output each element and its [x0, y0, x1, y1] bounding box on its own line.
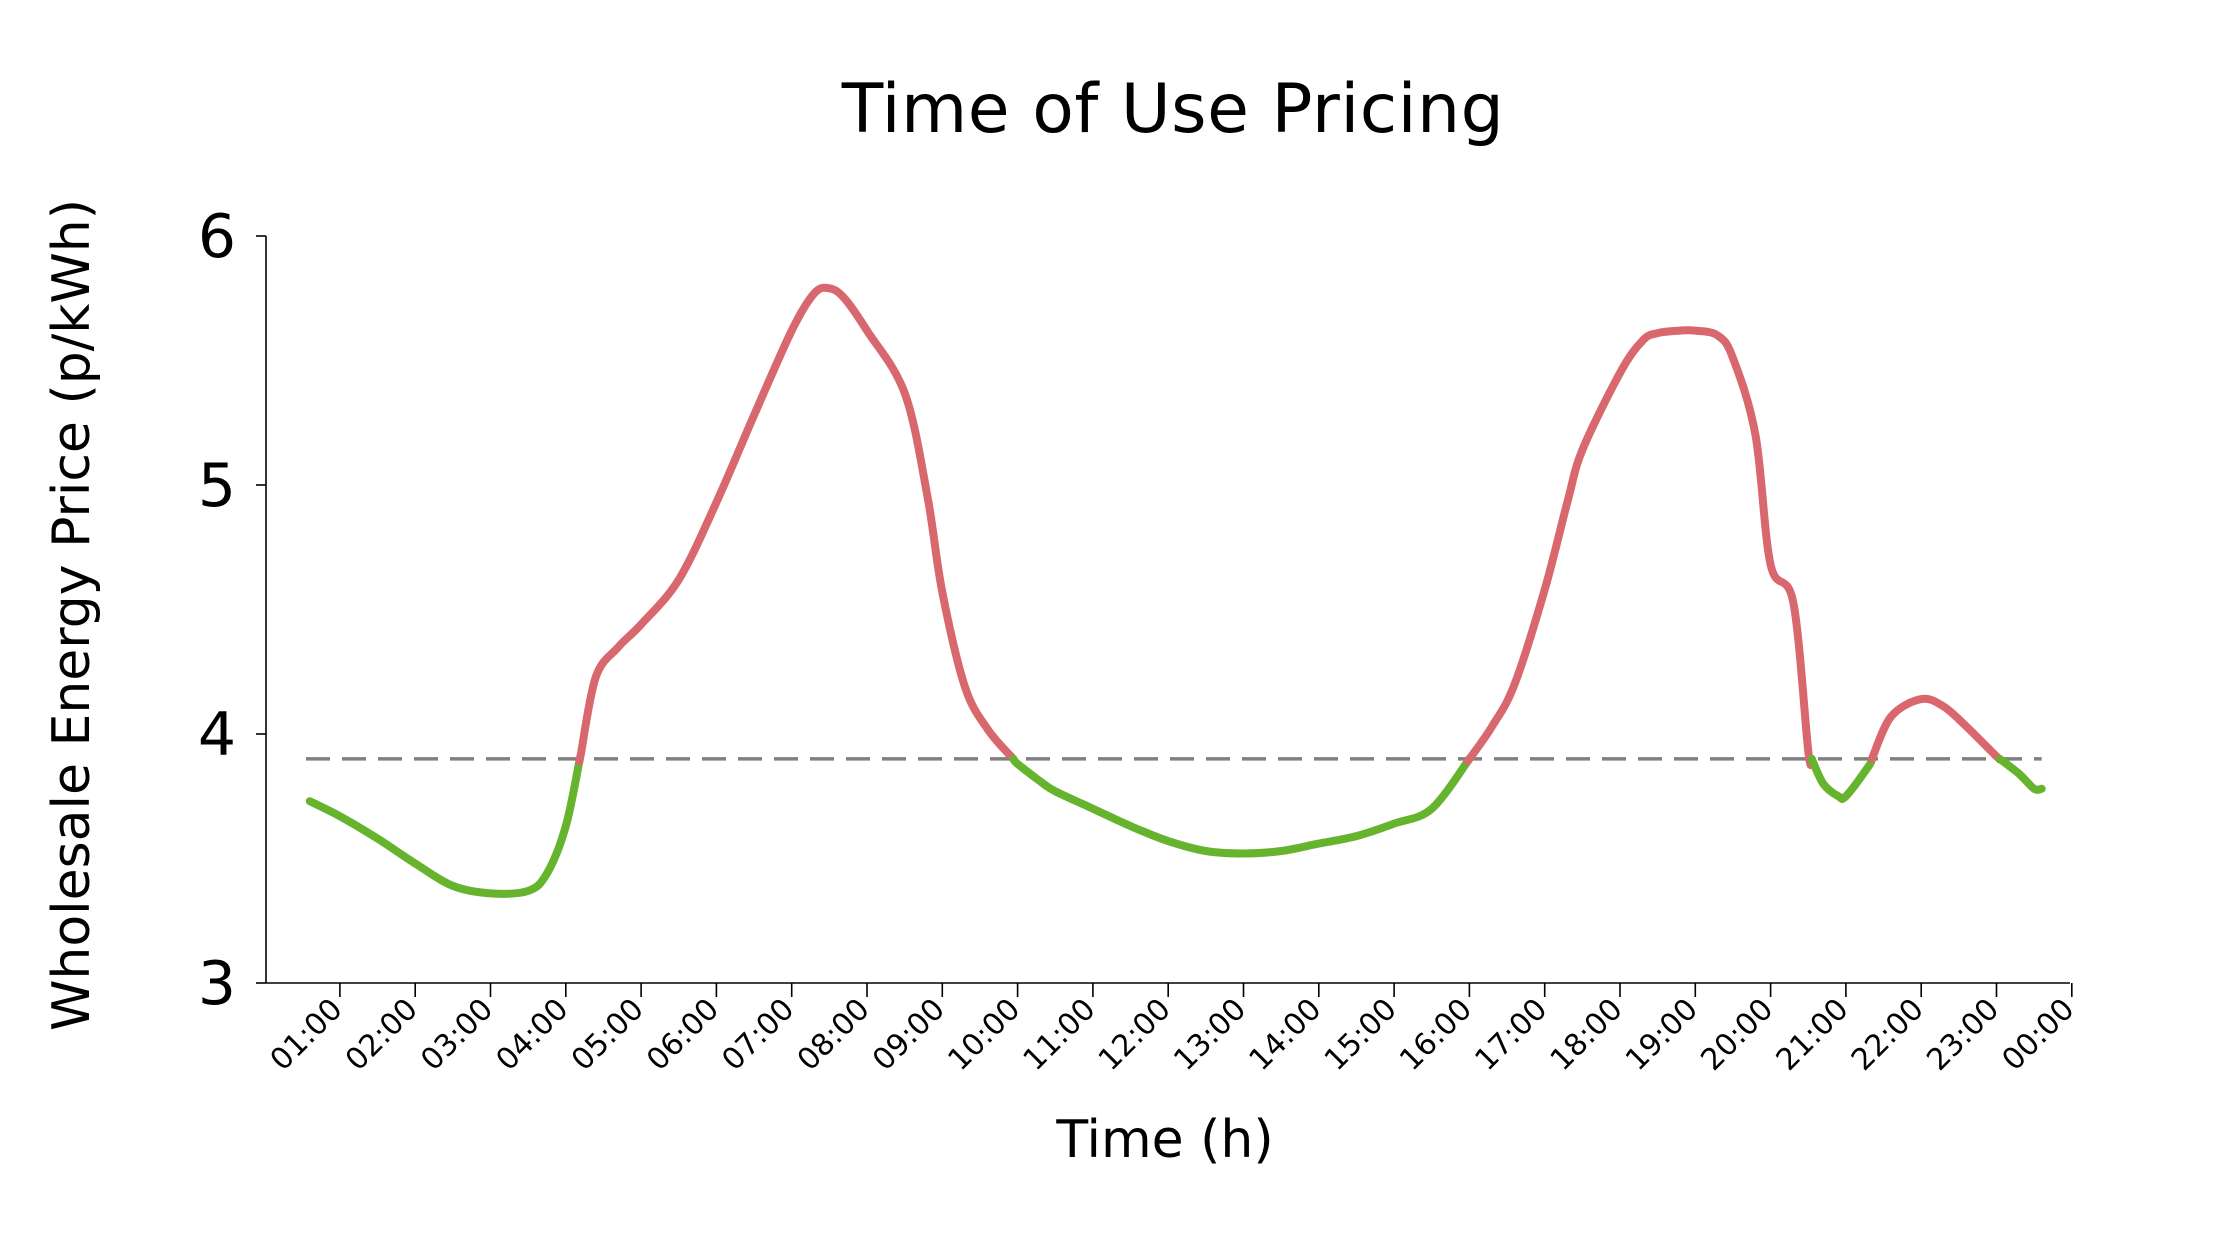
x-tick-label: 16:00: [1393, 992, 1479, 1078]
x-tick-label: 12:00: [1092, 992, 1178, 1078]
chart-title: Time of Use Pricing: [841, 70, 1505, 149]
x-tick-label: 11:00: [1017, 992, 1103, 1078]
x-tick-label: 14:00: [1243, 992, 1329, 1078]
x-tick-label: 23:00: [1920, 992, 2006, 1078]
y-tick-label: 5: [198, 451, 236, 521]
x-tick-label: 22:00: [1845, 992, 1931, 1078]
x-tick-label: 00:00: [1996, 992, 2082, 1078]
y-axis-label: Wholesale Energy Price (p/kWh): [42, 198, 102, 1032]
y-tick-label: 6: [198, 202, 236, 272]
x-tick-label: 05:00: [565, 992, 651, 1078]
x-axis-label: Time (h): [1056, 1110, 1274, 1170]
x-tick-label: 13:00: [1167, 992, 1253, 1078]
price-line-below-threshold: [1995, 754, 2046, 794]
x-tick-label: 08:00: [791, 992, 877, 1078]
x-tick-label: 21:00: [1770, 992, 1856, 1078]
price-line-below-threshold: [1807, 754, 1876, 803]
price-line-above-threshold: [1463, 326, 1816, 769]
x-tick-label: 17:00: [1468, 992, 1554, 1078]
y-tick-label: 3: [198, 949, 236, 1019]
x-tick-label: 09:00: [866, 992, 952, 1078]
price-line-above-threshold: [1867, 694, 2005, 764]
price-line-below-threshold: [1009, 754, 1474, 858]
x-tick-label: 15:00: [1318, 992, 1404, 1078]
x-tick-label: 19:00: [1619, 992, 1705, 1078]
x-tick-label: 07:00: [715, 992, 801, 1078]
y-tick-label: 4: [198, 700, 236, 770]
x-tick-label: 20:00: [1694, 992, 1780, 1078]
x-tick-label: 03:00: [414, 992, 500, 1078]
price-line-below-threshold: [305, 754, 584, 898]
x-tick-label: 18:00: [1544, 992, 1630, 1078]
x-tick-label: 10:00: [941, 992, 1027, 1078]
x-tick-label: 02:00: [339, 992, 425, 1078]
x-tick-label: 01:00: [264, 992, 350, 1078]
x-tick-label: 06:00: [640, 992, 726, 1078]
price-line-above-threshold: [575, 283, 1018, 766]
x-tick-label: 04:00: [490, 992, 576, 1078]
